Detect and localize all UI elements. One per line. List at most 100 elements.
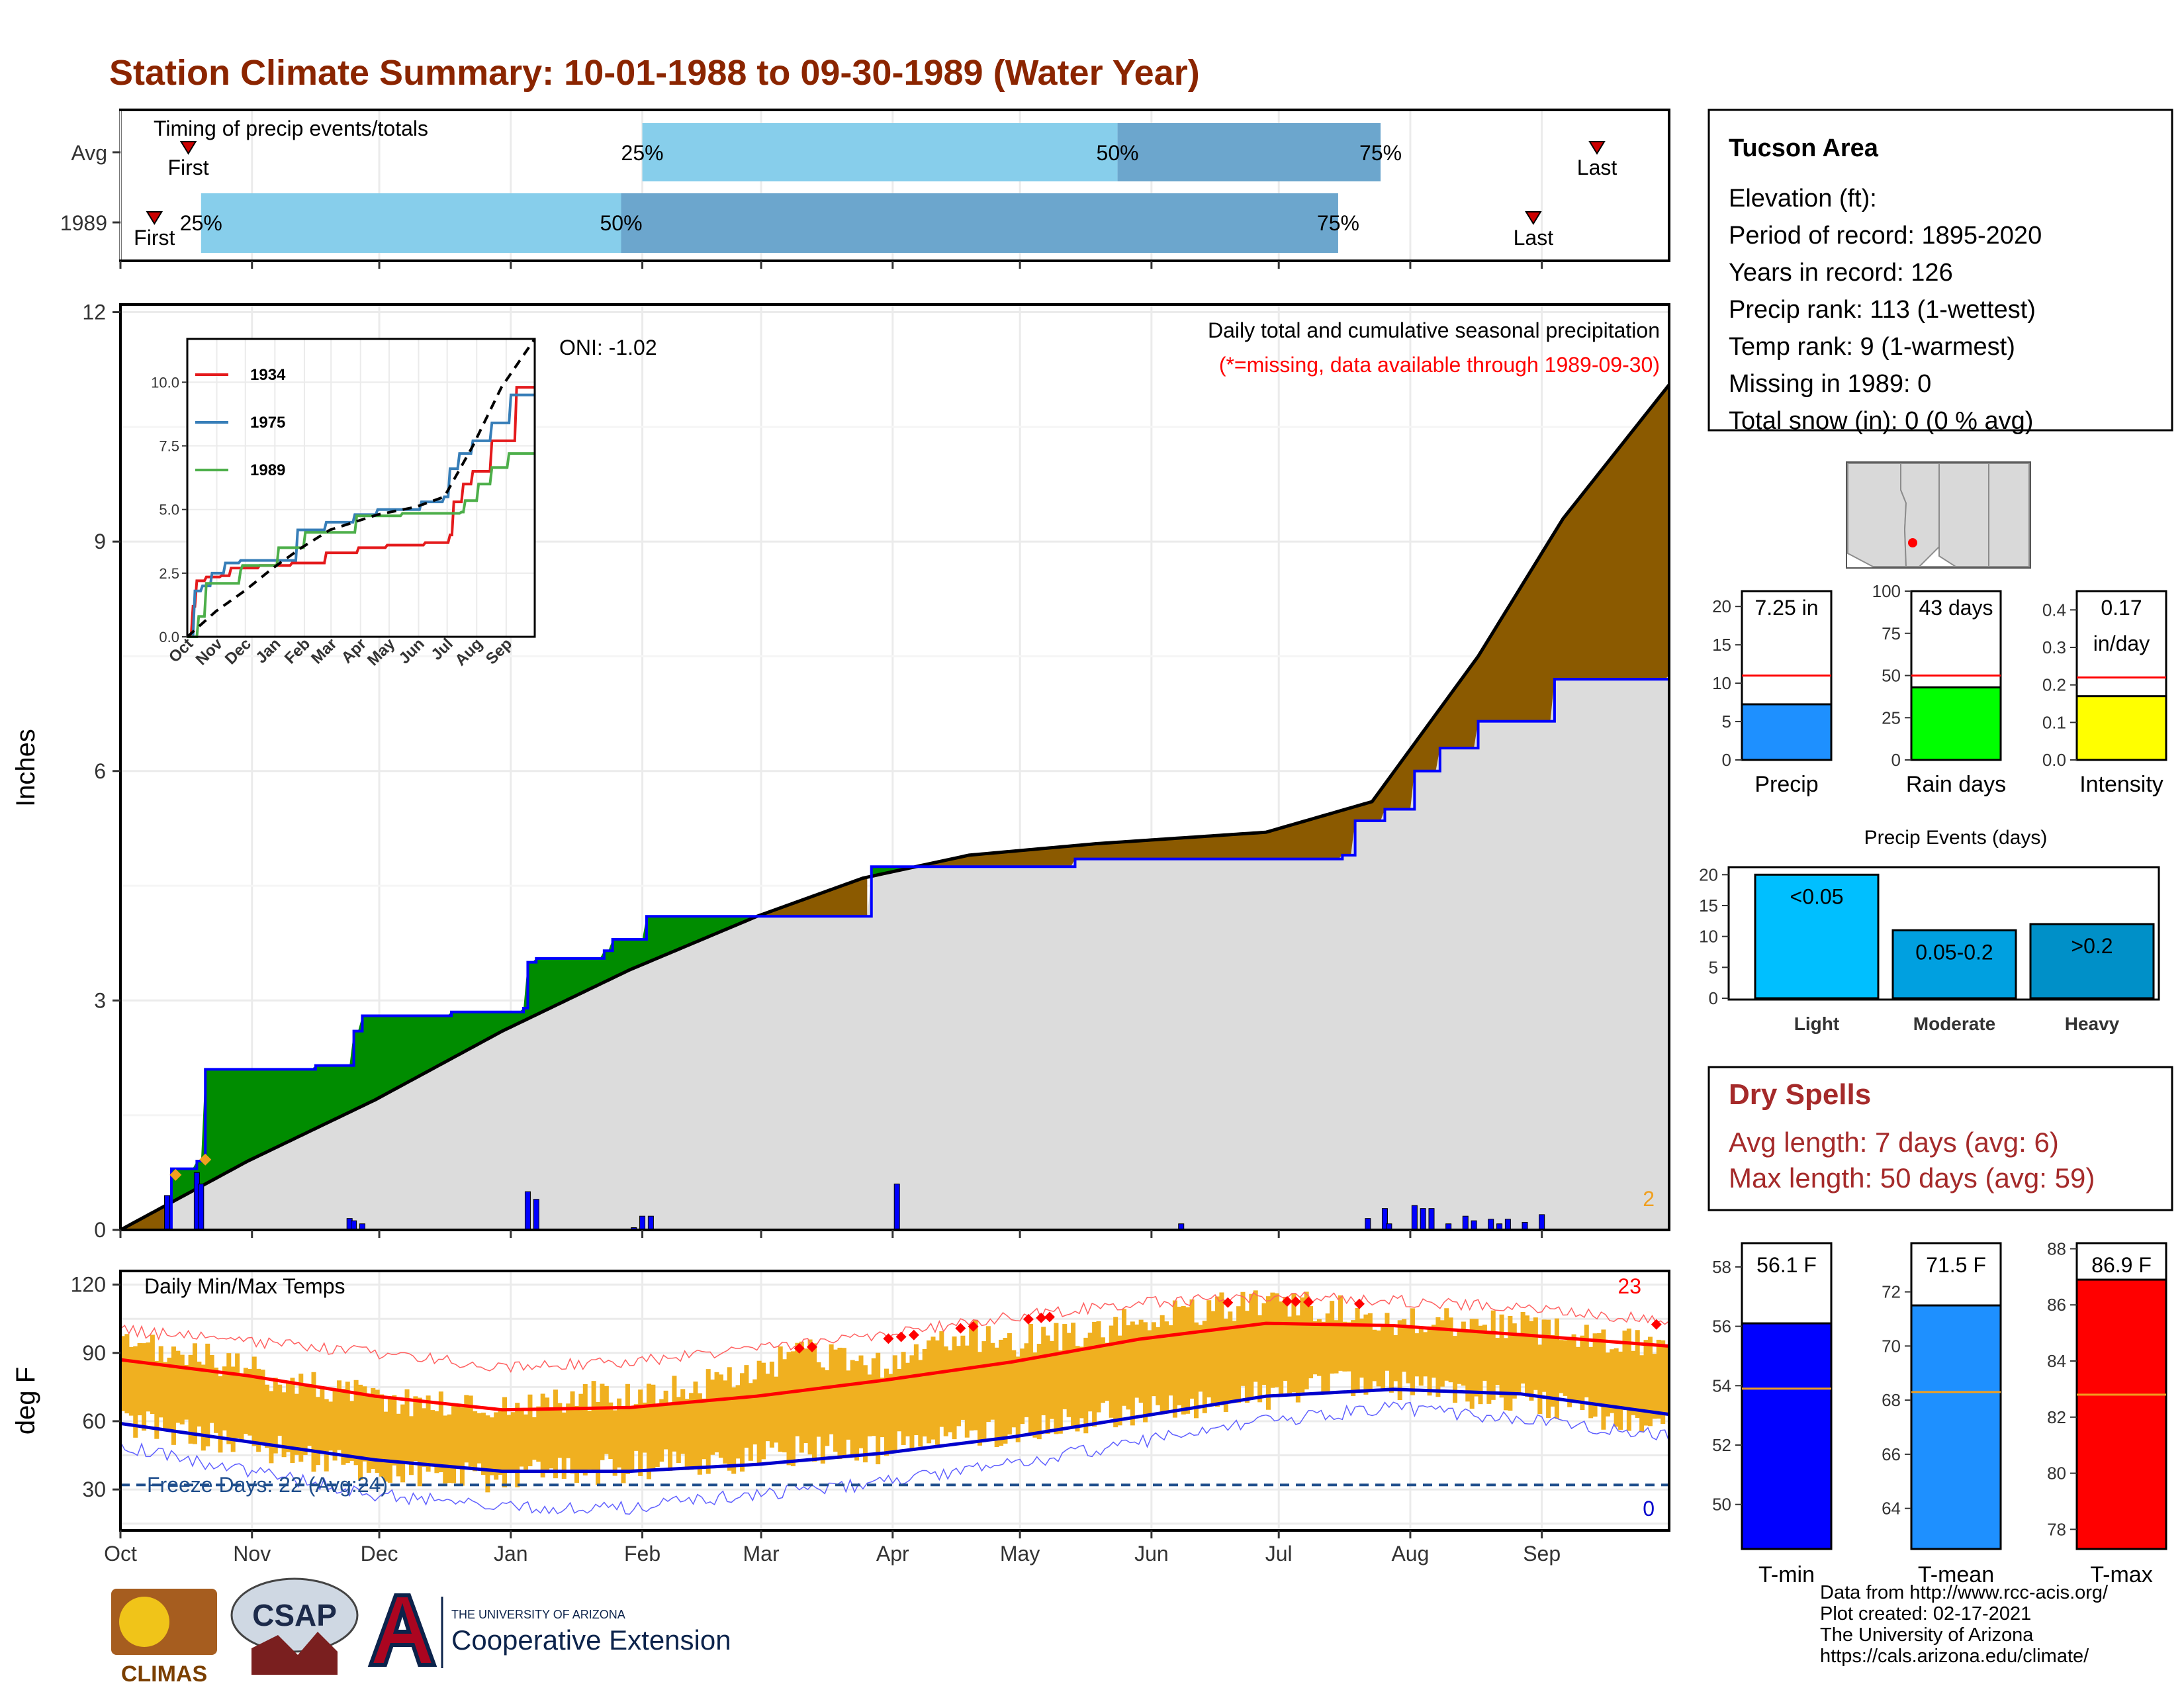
daily-temp-range-bar [931,1336,936,1440]
daily-temp-range-bar [702,1398,707,1460]
temp-bar-tick-label: 88 [2047,1239,2066,1258]
daily-temp-range-bar [455,1403,461,1466]
daily-temp-range-bar [1486,1331,1492,1404]
page-title: Station Climate Summary: 10-01-1988 to 0… [109,53,1200,93]
daily-temp-range-bar [251,1356,257,1446]
daily-temp-range-bar [430,1410,435,1466]
temp-bar-tick-label: 68 [1882,1390,1901,1410]
daily-temp-range-bar [1232,1321,1237,1401]
record-high-marker [955,1323,966,1334]
daily-temp-range-bar [1563,1340,1568,1396]
daily-temp-range-bar [209,1355,214,1423]
temp-y-label: deg F [11,1367,40,1434]
inset-average-line [186,338,536,638]
precip-events-chart: Precip Events (days) <0.05 Light 0.05-0.2 M… [1699,827,2160,1034]
daily-temp-range-bar [1134,1324,1140,1398]
daily-temp-range-bar [1453,1336,1458,1403]
daily-temp-range-bar [1529,1321,1534,1401]
timing-label-25: 25% [180,211,222,235]
daily-temp-range-bar [1512,1323,1517,1399]
climas-logo-sun [119,1597,169,1647]
inset-y-tick-label: 5.0 [159,502,179,518]
daily-precip-bar [1471,1220,1477,1231]
daily-temp-range-bar [978,1352,983,1446]
daily-temp-range-bar [858,1355,864,1448]
temp-y-tick-label: 30 [82,1477,106,1501]
daily-temp-range-bar [222,1366,227,1430]
daily-temp-range-bar [790,1351,796,1466]
daily-precip-bar [524,1191,531,1231]
daily-temp-range-bar [1045,1335,1050,1434]
average-cumulative-line [119,383,1670,1232]
daily-temp-range-bar [349,1401,355,1461]
record-high-marker [806,1341,817,1352]
daily-temp-range-bar [1499,1314,1504,1398]
daily-temp-range-bar [876,1352,881,1465]
daily-temp-range-bar [659,1399,664,1462]
daily-temp-range-bar [1410,1308,1415,1395]
daily-temp-range-bar [1054,1323,1059,1434]
precip-daily-bars [164,1172,1545,1231]
record-low-count: 0 [1643,1497,1655,1521]
daily-precip-bar [639,1215,646,1231]
daily-temp-range-bar [574,1405,579,1483]
daily-temp-range-bar [1312,1321,1318,1375]
ua-logo-small-text: THE UNIVERSITY OF ARIZONA [451,1608,625,1621]
daily-temp-range-bar [833,1349,839,1452]
daily-temp-range-bar [302,1385,308,1455]
temp-panel: 30 60 90 120 deg F Daily Min/Max Temps Free… [11,1270,1670,1532]
daily-temp-range-bar [1300,1297,1305,1393]
temp-y-axis: 30 60 90 120 [71,1273,120,1501]
daily-temp-range-bar [1363,1314,1369,1395]
events-bars: <0.05 Light 0.05-0.2 Moderate >0.2 Heavy 0 5 10 1… [1699,865,2155,1034]
daily-temp-range-bar [226,1353,232,1444]
daily-temp-range-bar [1622,1331,1627,1411]
inset-y-tick-label: 7.5 [159,438,179,455]
daily-temp-range-bar [527,1394,533,1467]
daily-temp-range-bar [918,1360,923,1447]
daily-temp-range-bar [1126,1325,1131,1410]
daily-temp-range-bar [829,1344,834,1434]
timing-bar-25-50 [201,193,621,253]
daily-temp-range-bar [1138,1319,1144,1403]
daily-temp-range-bar [146,1342,151,1412]
daily-temp-range-bar [892,1355,897,1452]
record-high-marker [883,1333,894,1344]
daily-temp-range-bar [862,1365,868,1463]
daily-temp-range-bar [1291,1293,1297,1393]
stat-bar-category-label: Precip [1754,772,1818,797]
daily-temp-range-bar [447,1414,452,1483]
daily-temp-range-bar [710,1380,715,1455]
temp-bar-tick-label: 80 [2047,1464,2066,1483]
daily-temp-range-bar [451,1405,457,1483]
daily-temp-range-bar [294,1393,299,1455]
logos: CLIMAS CSAP THE UNIVERSITY OF ARIZONA Co… [111,1577,731,1687]
daily-temp-range-bar [1058,1350,1063,1434]
daily-temp-range-bar [269,1391,274,1464]
daily-temp-range-bar [680,1389,686,1454]
daily-temp-range-bar [1028,1323,1033,1436]
daily-temp-range-bar [1516,1334,1522,1393]
daily-temp-range-bar [1100,1337,1105,1403]
daily-temp-range-bar [1597,1333,1602,1405]
daily-temp-range-bar [1011,1350,1017,1428]
daily-temp-range-bar [1092,1321,1097,1427]
timing-bar-25-50 [642,123,1118,181]
daily-temp-range-bar [913,1344,919,1436]
daily-temp-range-bar [570,1391,575,1474]
month-label: Jun [1134,1542,1169,1566]
stat-bar-tick-label: 10 [1712,673,1731,693]
daily-temp-range-bar [197,1361,202,1427]
daily-temp-range-bar [1164,1321,1169,1411]
daily-temp-range-bar [646,1383,651,1479]
info-line-elevation: Elevation (ft): [1729,185,1877,212]
daily-temp-range-bar [990,1342,995,1420]
timing-title: Timing of precip events/totals [154,117,428,140]
daily-temp-range-bar [1215,1296,1220,1407]
daily-temp-range-bar [1036,1344,1042,1440]
temp-y-tick-label: 120 [71,1273,106,1297]
daily-temp-range-bar [1270,1292,1275,1388]
daily-temp-range-bar [536,1406,541,1462]
